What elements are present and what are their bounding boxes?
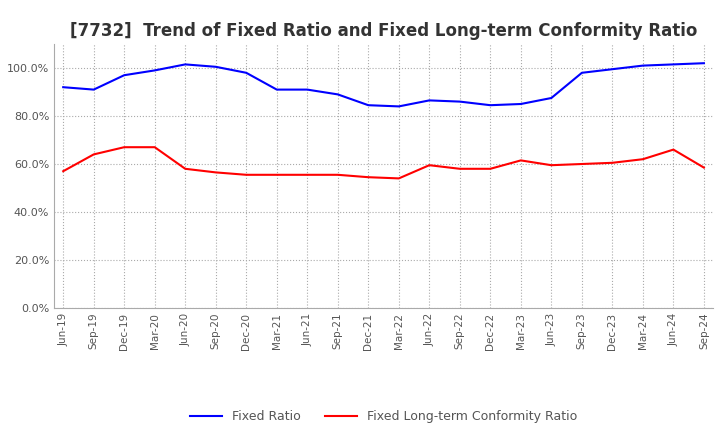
Fixed Long-term Conformity Ratio — [364, 175, 373, 180]
Fixed Long-term Conformity Ratio — [242, 172, 251, 177]
Fixed Long-term Conformity Ratio — [181, 166, 189, 172]
Fixed Ratio — [669, 62, 678, 67]
Fixed Long-term Conformity Ratio — [303, 172, 312, 177]
Fixed Ratio — [608, 66, 617, 72]
Fixed Ratio — [395, 104, 403, 109]
Fixed Ratio — [516, 101, 525, 106]
Fixed Ratio — [486, 103, 495, 108]
Fixed Ratio — [577, 70, 586, 75]
Legend: Fixed Ratio, Fixed Long-term Conformity Ratio: Fixed Ratio, Fixed Long-term Conformity … — [185, 406, 582, 429]
Fixed Ratio — [212, 64, 220, 70]
Fixed Long-term Conformity Ratio — [547, 162, 556, 168]
Fixed Long-term Conformity Ratio — [516, 158, 525, 163]
Fixed Ratio — [150, 68, 159, 73]
Fixed Ratio — [272, 87, 281, 92]
Fixed Long-term Conformity Ratio — [608, 160, 617, 165]
Fixed Long-term Conformity Ratio — [395, 176, 403, 181]
Fixed Ratio — [59, 84, 68, 90]
Line: Fixed Ratio: Fixed Ratio — [63, 63, 704, 106]
Fixed Long-term Conformity Ratio — [89, 152, 98, 157]
Fixed Long-term Conformity Ratio — [486, 166, 495, 172]
Fixed Long-term Conformity Ratio — [120, 145, 129, 150]
Fixed Ratio — [333, 92, 342, 97]
Fixed Long-term Conformity Ratio — [425, 162, 433, 168]
Fixed Long-term Conformity Ratio — [669, 147, 678, 152]
Fixed Long-term Conformity Ratio — [150, 145, 159, 150]
Fixed Long-term Conformity Ratio — [456, 166, 464, 172]
Line: Fixed Long-term Conformity Ratio: Fixed Long-term Conformity Ratio — [63, 147, 704, 178]
Fixed Long-term Conformity Ratio — [639, 157, 647, 162]
Fixed Long-term Conformity Ratio — [700, 165, 708, 170]
Fixed Long-term Conformity Ratio — [59, 169, 68, 174]
Title: [7732]  Trend of Fixed Ratio and Fixed Long-term Conformity Ratio: [7732] Trend of Fixed Ratio and Fixed Lo… — [70, 22, 697, 40]
Fixed Ratio — [120, 73, 129, 78]
Fixed Ratio — [547, 95, 556, 101]
Fixed Long-term Conformity Ratio — [577, 161, 586, 167]
Fixed Ratio — [456, 99, 464, 104]
Fixed Ratio — [700, 61, 708, 66]
Fixed Ratio — [303, 87, 312, 92]
Fixed Long-term Conformity Ratio — [333, 172, 342, 177]
Fixed Long-term Conformity Ratio — [212, 170, 220, 175]
Fixed Long-term Conformity Ratio — [272, 172, 281, 177]
Fixed Ratio — [89, 87, 98, 92]
Fixed Ratio — [425, 98, 433, 103]
Fixed Ratio — [639, 63, 647, 68]
Fixed Ratio — [364, 103, 373, 108]
Fixed Ratio — [181, 62, 189, 67]
Fixed Ratio — [242, 70, 251, 75]
